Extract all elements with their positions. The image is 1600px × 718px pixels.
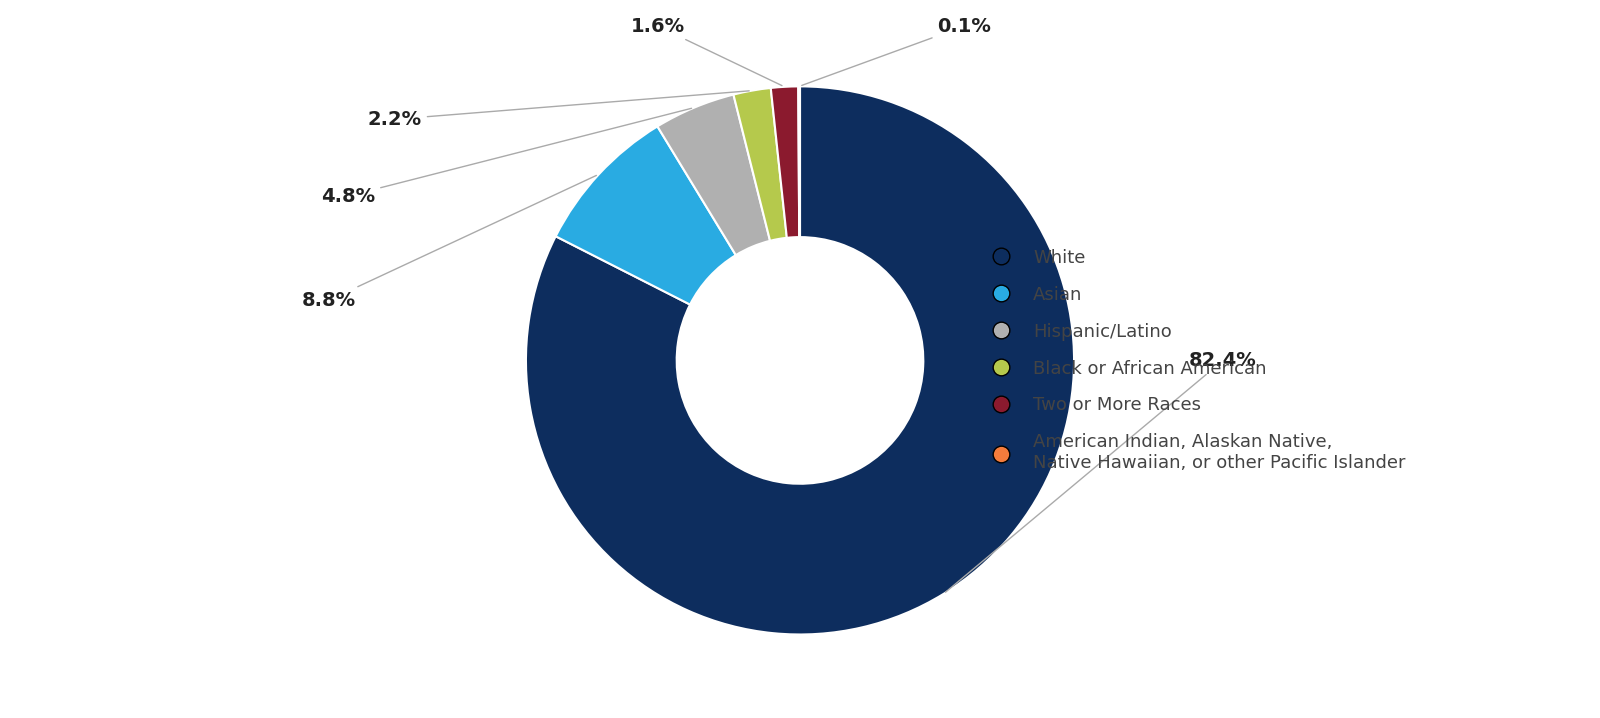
Text: 82.4%: 82.4%	[946, 351, 1258, 592]
Legend: White, Asian, Hispanic/Latino, Black or African American, Two or More Races, Ame: White, Asian, Hispanic/Latino, Black or …	[973, 240, 1414, 481]
Wedge shape	[658, 95, 770, 255]
Wedge shape	[798, 86, 800, 237]
Text: 0.1%: 0.1%	[802, 17, 992, 85]
Text: 2.2%: 2.2%	[368, 91, 749, 129]
Wedge shape	[771, 86, 800, 238]
Text: 1.6%: 1.6%	[630, 17, 782, 85]
Text: 8.8%: 8.8%	[302, 175, 597, 309]
Wedge shape	[526, 86, 1074, 635]
Wedge shape	[555, 126, 736, 304]
Text: 4.8%: 4.8%	[322, 108, 691, 205]
Wedge shape	[733, 88, 787, 241]
